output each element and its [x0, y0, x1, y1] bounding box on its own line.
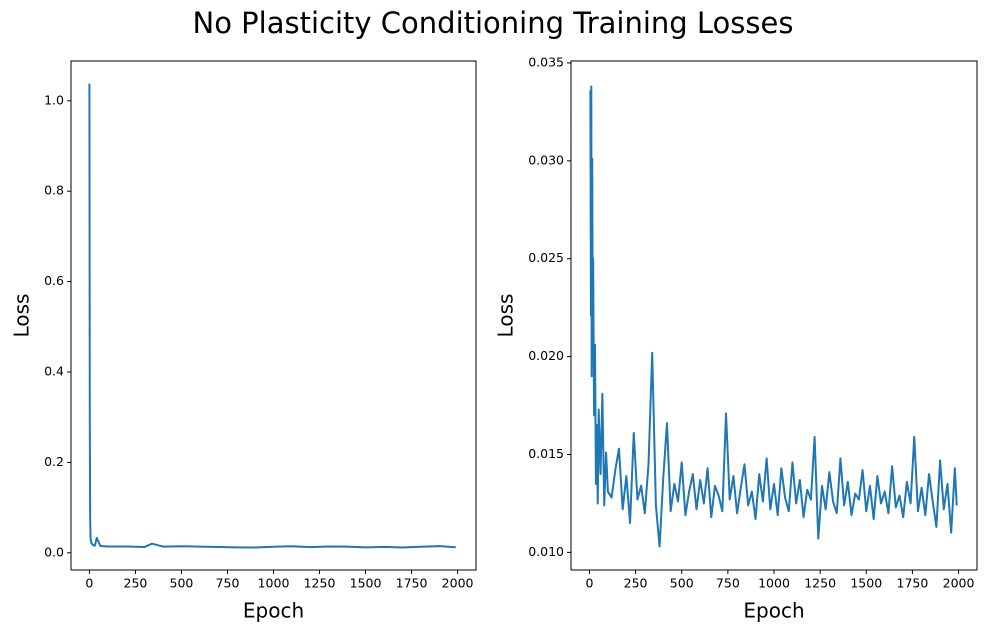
y-tick-label: 0.2 [44, 454, 64, 469]
y-tick-label: 0.025 [528, 250, 564, 265]
x-tick-label: 500 [170, 576, 194, 591]
x-tick-label: 0 [585, 576, 593, 591]
x-tick-label: 1500 [350, 576, 382, 591]
y-tick-label: 0.020 [528, 348, 564, 363]
x-axis-label: Epoch [743, 599, 804, 623]
x-tick-label: 1500 [850, 576, 882, 591]
y-tick-label: 1.0 [44, 92, 64, 107]
y-tick-label: 0.0 [44, 544, 64, 559]
y-tick-label: 0.030 [528, 152, 564, 167]
loss-line [589, 85, 958, 548]
y-tick-label: 0.4 [44, 364, 64, 379]
x-tick-label: 750 [216, 576, 240, 591]
x-tick-label: 1750 [396, 576, 428, 591]
y-tick-label: 0.015 [528, 446, 564, 461]
y-axis-label: Loss [10, 294, 34, 338]
plot-area [88, 83, 456, 549]
y-tick-label: 0.6 [44, 273, 64, 288]
x-tick-label: 2000 [943, 576, 975, 591]
x-tick-label: 1000 [258, 576, 290, 591]
x-tick-label: 2000 [442, 576, 474, 591]
y-tick-label: 0.8 [44, 183, 64, 198]
y-axis-label: Loss [494, 294, 518, 338]
x-axis-label: Epoch [243, 599, 304, 623]
x-tick-label: 750 [716, 576, 740, 591]
x-tick-label: 1750 [897, 576, 929, 591]
loss-line [88, 83, 456, 549]
x-tick-label: 250 [624, 576, 648, 591]
y-tick-label: 0.010 [528, 544, 564, 559]
x-tick-label: 1250 [804, 576, 836, 591]
plot-area [589, 85, 958, 548]
figure-title: No Plasticity Conditioning Training Loss… [193, 6, 794, 40]
x-tick-label: 1250 [304, 576, 336, 591]
axes-frame [70, 60, 477, 571]
axes-frame [570, 60, 978, 571]
x-tick-label: 0 [85, 576, 93, 591]
y-tick-label: 0.035 [528, 54, 564, 69]
x-tick-label: 500 [670, 576, 694, 591]
x-tick-label: 250 [124, 576, 148, 591]
x-tick-label: 1000 [758, 576, 790, 591]
